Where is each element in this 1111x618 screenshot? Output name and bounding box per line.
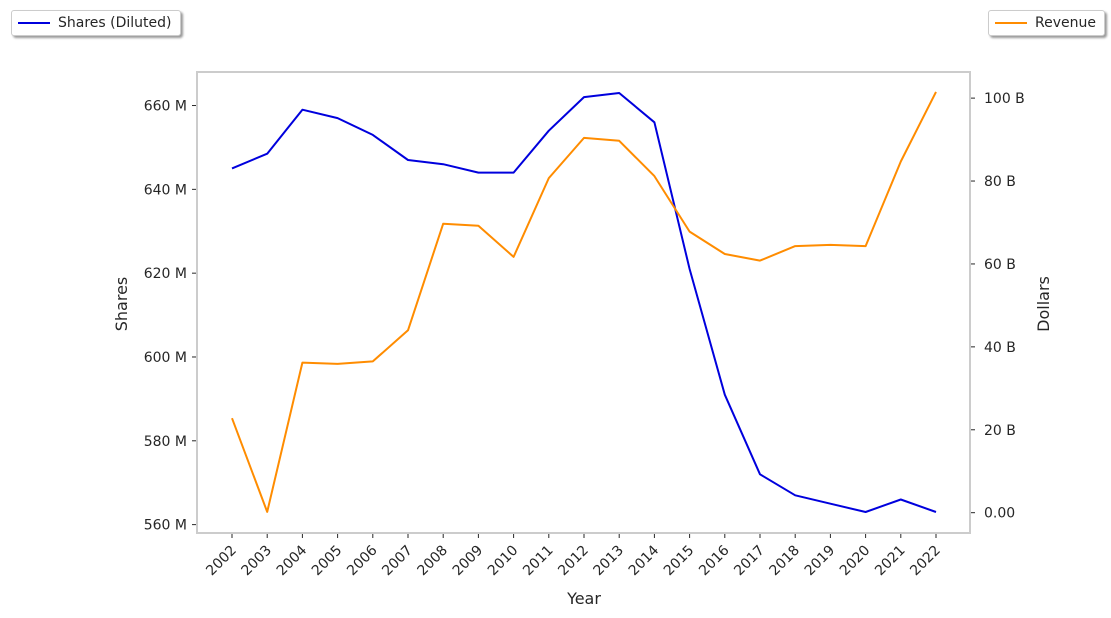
- y-right-axis-title: Dollars: [1034, 276, 1053, 332]
- x-tick-label: 2017: [731, 543, 768, 580]
- legend-shares-label: Shares (Diluted): [58, 15, 172, 31]
- x-tick-label: 2007: [379, 543, 416, 580]
- x-tick-label: 2015: [661, 543, 698, 580]
- x-tick-label: 2010: [485, 543, 522, 580]
- revenue-line: [231, 91, 937, 513]
- x-tick-label: 2009: [450, 543, 487, 580]
- x-tick-label: 2016: [696, 542, 733, 579]
- x-tick-label: 2014: [626, 542, 663, 579]
- y-right-tick-label: 20 B: [984, 423, 1016, 439]
- x-tick-label: 2006: [344, 542, 381, 579]
- y-left-axis-title: Shares: [112, 277, 131, 332]
- y-left-tick-label: 640 M: [144, 182, 187, 198]
- y-left-tick-label: 600 M: [144, 350, 187, 366]
- x-tick-label: 2018: [767, 543, 804, 580]
- y-right-tick-label: 40 B: [984, 340, 1016, 356]
- x-tick-label: 2003: [239, 543, 276, 580]
- y-right-tick-label: 0.00: [984, 506, 1015, 522]
- y-left-tick-label: 660 M: [144, 99, 187, 115]
- legend-revenue: Revenue: [988, 10, 1105, 36]
- legend-shares-swatch: [18, 22, 50, 24]
- x-tick-label: 2004: [274, 542, 311, 579]
- x-axis-title: Year: [566, 589, 601, 608]
- x-tick-label: 2022: [907, 543, 944, 580]
- y-left-tick-label: 620 M: [144, 266, 187, 282]
- x-tick-label: 2012: [555, 543, 592, 580]
- legend-revenue-label: Revenue: [1035, 15, 1096, 31]
- x-tick-label: 2011: [520, 543, 557, 580]
- y-right-tick-label: 100 B: [984, 91, 1025, 107]
- x-tick-label: 2005: [309, 543, 346, 580]
- y-left-tick-label: 580 M: [144, 434, 187, 450]
- x-tick-label: 2019: [802, 543, 839, 580]
- x-tick-label: 2021: [872, 543, 909, 580]
- y-left-tick-label: 560 M: [144, 518, 187, 534]
- x-tick-label: 2013: [591, 543, 628, 580]
- y-right-tick-label: 80 B: [984, 174, 1016, 190]
- x-tick-label: 2008: [415, 543, 452, 580]
- shares-diluted-line: [231, 92, 937, 513]
- legend-revenue-swatch: [995, 22, 1028, 24]
- legend-shares: Shares (Diluted): [11, 10, 181, 36]
- x-tick-label: 2020: [837, 543, 874, 580]
- y-right-tick-label: 60 B: [984, 257, 1016, 273]
- plot-frame: [196, 71, 971, 534]
- x-tick-label: 2002: [203, 543, 240, 580]
